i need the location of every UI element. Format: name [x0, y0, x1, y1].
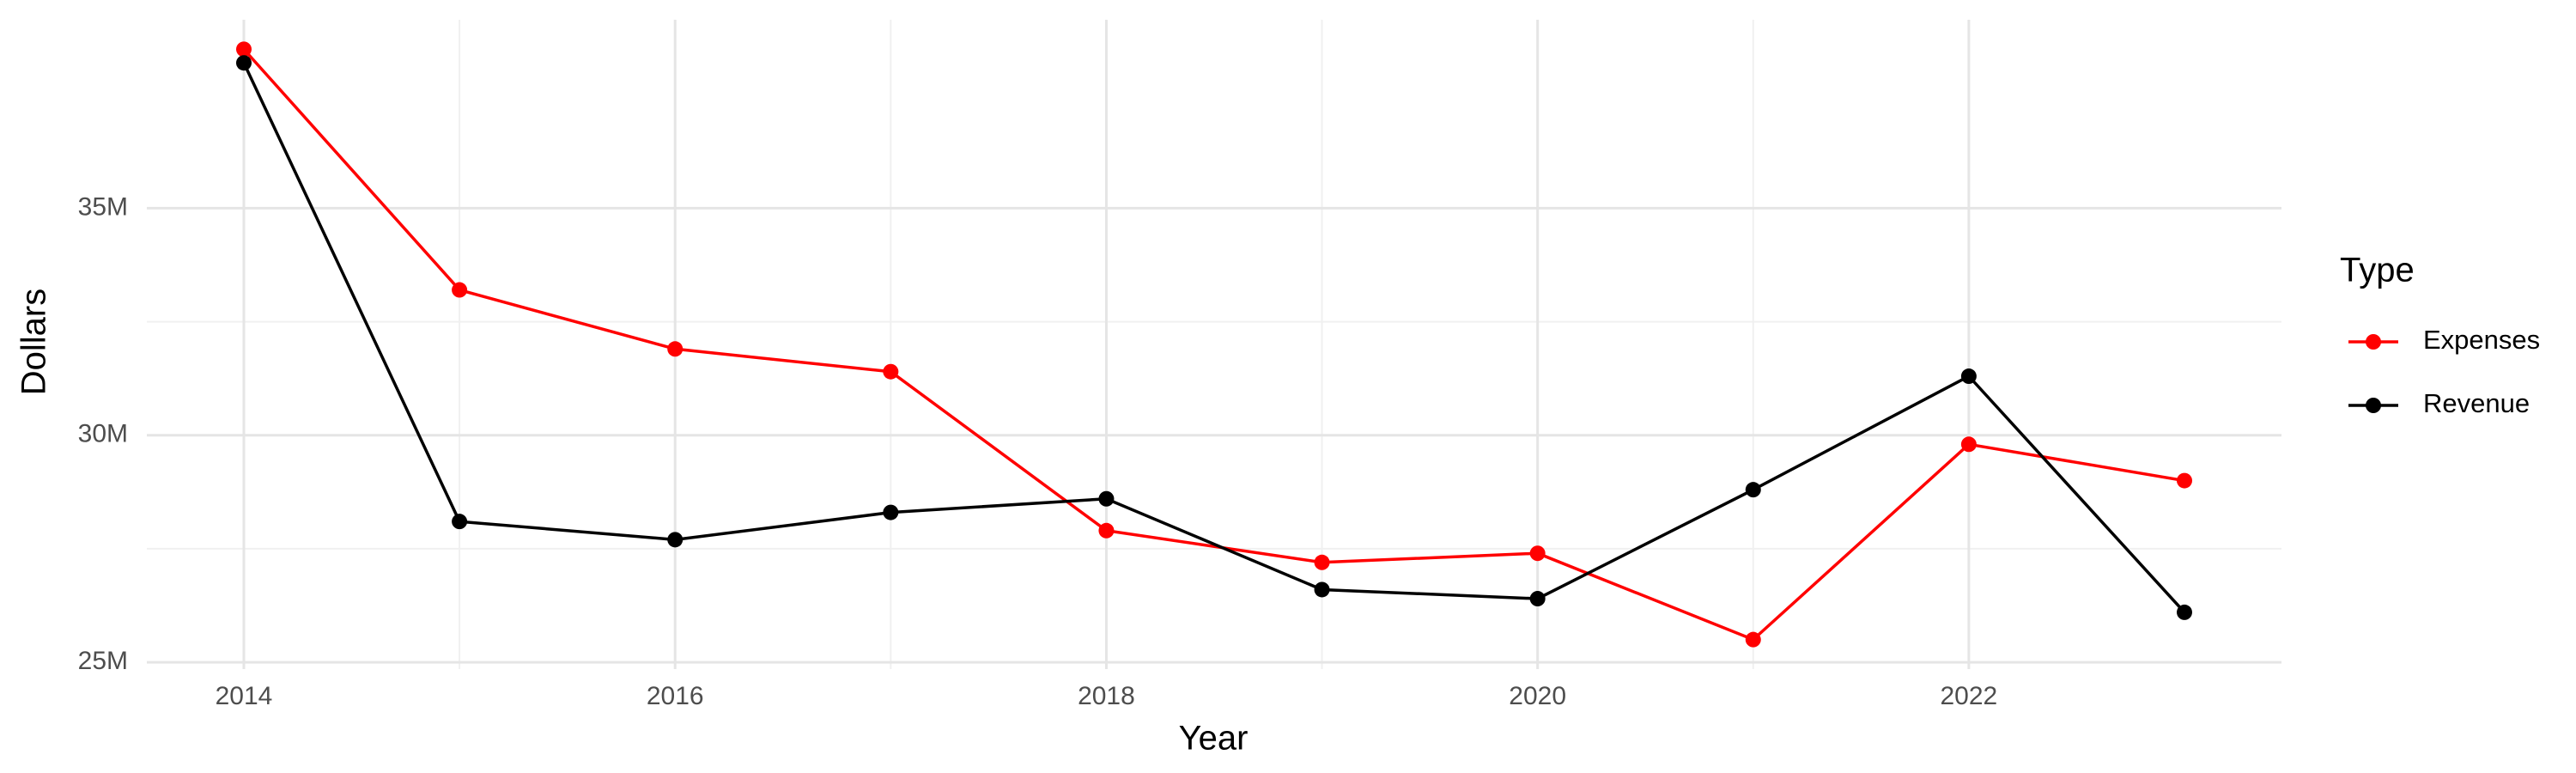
legend-key-point [2366, 334, 2381, 350]
data-point [883, 363, 899, 380]
data-point [1529, 545, 1546, 562]
legend-label: Expenses [2423, 325, 2540, 355]
data-point [1960, 436, 1977, 453]
data-point [452, 514, 468, 530]
data-point [1960, 368, 1977, 385]
x-tick-label: 2014 [216, 682, 273, 710]
data-point [452, 282, 468, 298]
data-point [667, 532, 683, 548]
data-point [1098, 490, 1115, 507]
data-point [2177, 604, 2192, 620]
x-tick-label: 2020 [1509, 682, 1566, 710]
data-point [883, 504, 899, 520]
data-point [2177, 472, 2192, 489]
legend-key-point [2366, 398, 2381, 413]
data-point [1745, 631, 1761, 648]
x-tick-label: 2016 [647, 682, 704, 710]
data-point [667, 341, 683, 357]
data-point [236, 41, 252, 58]
y-tick-label: 30M [78, 420, 128, 448]
data-point [1745, 482, 1761, 498]
data-point [1529, 591, 1546, 607]
data-point [236, 55, 252, 71]
data-point [1314, 554, 1330, 570]
x-tick-label: 2018 [1078, 682, 1135, 710]
x-axis-title: Year [1179, 720, 1249, 758]
y-axis-title: Dollars [15, 289, 53, 395]
legend-label: Revenue [2423, 388, 2530, 418]
y-tick-label: 25M [78, 647, 128, 675]
series-line [242, 48, 2185, 642]
data-point [1314, 581, 1330, 598]
series-line [242, 62, 2186, 614]
legend-title: Type [2340, 252, 2415, 289]
y-tick-label: 35M [78, 192, 128, 221]
data-point [1098, 522, 1115, 539]
x-tick-label: 2022 [1941, 682, 1998, 710]
